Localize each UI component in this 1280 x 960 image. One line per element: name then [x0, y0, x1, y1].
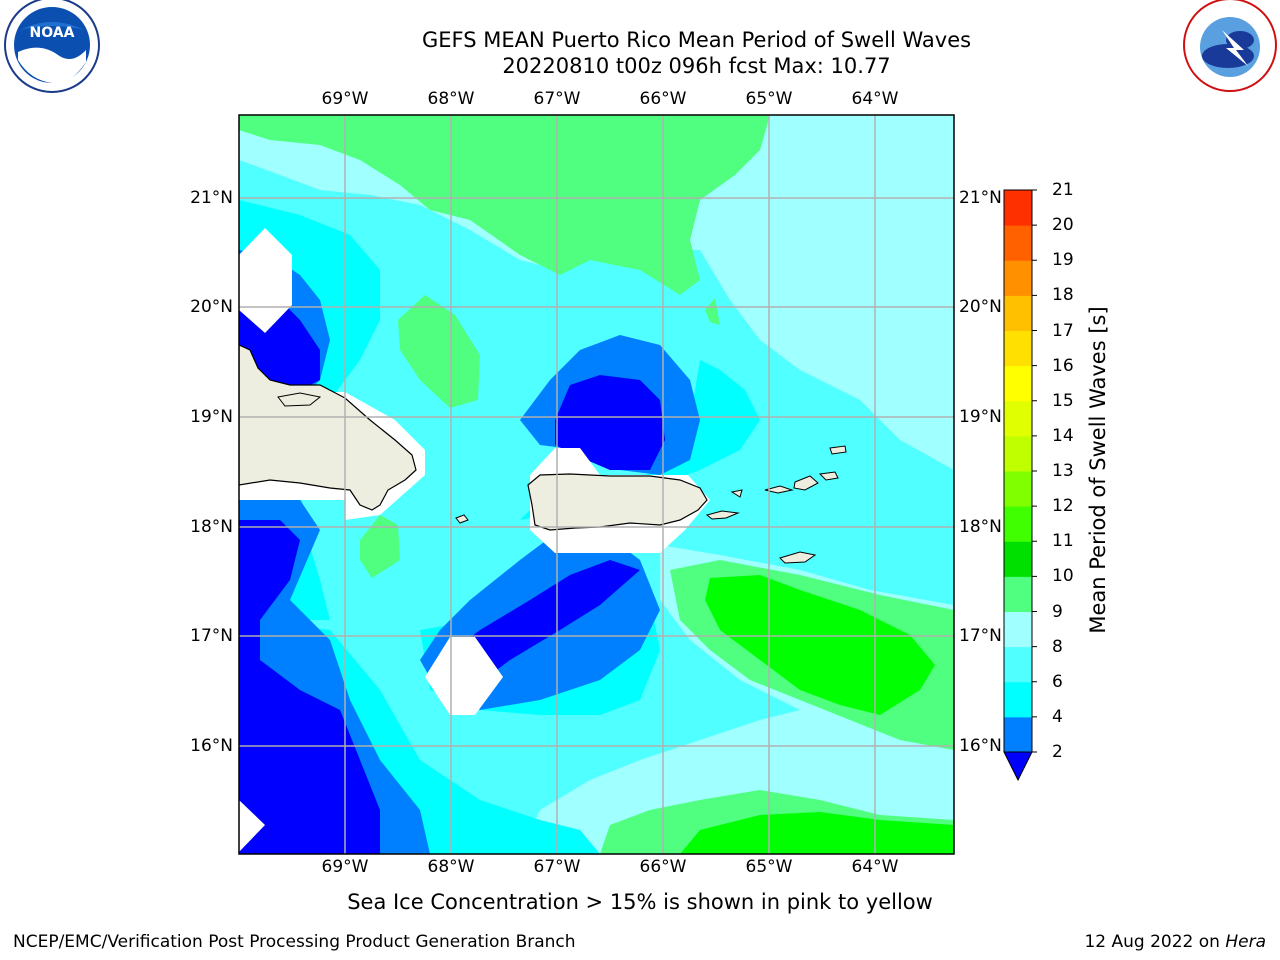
map-frame [238, 114, 955, 855]
colorbar-segment [1004, 541, 1032, 577]
colorbar-tick-label: 11 [1052, 531, 1074, 552]
colorbar-tick-label: 6 [1052, 671, 1063, 692]
lon-label-bottom-68w: 68°W [427, 857, 475, 877]
lat-label-left-19n: 19°N [190, 407, 233, 427]
colorbar-segment [1004, 295, 1032, 331]
colorbar-segment [1004, 225, 1032, 261]
colorbar-tick-label: 19 [1052, 250, 1074, 271]
lat-label-right-19n: 19°N [959, 407, 1002, 427]
lon-label-top-68w: 68°W [427, 89, 475, 109]
colorbar-segment [1004, 576, 1032, 612]
colorbar-tick-label: 17 [1052, 320, 1074, 341]
contour-6-8-east [700, 480, 954, 590]
lat-label-left-18n: 18°N [190, 517, 233, 537]
lat-label-right-21n: 21°N [959, 188, 1002, 208]
colorbar-segment [1004, 190, 1032, 226]
land-hispaniola [239, 344, 417, 511]
land-hispaniola-island [277, 392, 322, 407]
lon-label-top-64w: 64°W [851, 89, 899, 109]
colorbar-tick-label: 2 [1052, 742, 1063, 762]
land-virgin-islands [730, 445, 847, 498]
lon-label-top-69w: 69°W [321, 89, 369, 109]
colorbar-tick-label: 13 [1052, 461, 1074, 481]
land-mona [455, 514, 469, 524]
contour-10-11-south [680, 812, 954, 854]
colorbar-segment [1004, 471, 1032, 507]
lat-label-right-18n: 18°N [959, 517, 1002, 537]
colorbar-segment [1004, 506, 1032, 542]
colorbar-segment [1004, 365, 1032, 402]
colorbar [1003, 189, 1037, 782]
colorbar-segment [1004, 611, 1032, 648]
lon-label-bottom-64w: 64°W [851, 857, 899, 877]
footer-date-text: 12 Aug 2022 on [1084, 932, 1226, 952]
footer-credit: NCEP/EMC/Verification Post Processing Pr… [13, 932, 576, 952]
colorbar-tick-label: 20 [1052, 215, 1074, 236]
land-vieques [705, 510, 740, 520]
colorbar-title: Mean Period of Swell Waves [s] [1086, 306, 1110, 634]
colorbar-tick-label: 14 [1052, 425, 1074, 446]
colorbar-segment [1004, 681, 1032, 718]
colorbar-tick-label: 16 [1052, 355, 1074, 376]
noaa-logo: NOAA [4, 0, 100, 93]
colorbar-under-arrow [1003, 751, 1033, 782]
gridlines [239, 115, 954, 854]
contour-4-6-central [520, 360, 760, 520]
lon-label-bottom-69w: 69°W [321, 857, 369, 877]
lat-label-left-21n: 21°N [190, 188, 233, 208]
lon-label-top-67w: 67°W [533, 89, 581, 109]
lon-label-bottom-66w: 66°W [639, 857, 687, 877]
colorbar-segment [1004, 330, 1032, 367]
masked-area-3 [425, 637, 503, 715]
colorbar-tick-label: 4 [1052, 706, 1063, 727]
lat-label-left-16n: 16°N [190, 736, 233, 756]
colorbar-tick-label: 9 [1052, 601, 1063, 622]
lon-label-bottom-67w: 67°W [533, 857, 581, 877]
contour-8-9-north [239, 115, 954, 470]
lon-label-top-66w: 66°W [639, 89, 687, 109]
contour-9-10-north [239, 115, 770, 295]
colorbar-tick-label: 18 [1052, 285, 1074, 306]
lon-label-top-65w: 65°W [745, 89, 793, 109]
colorbar-segment [1004, 646, 1032, 683]
land-st-croix [779, 551, 817, 564]
colorbar-segment [1004, 260, 1032, 296]
contour-9-10-blob-w [398, 295, 480, 408]
lat-label-left-20n: 20°N [190, 297, 233, 317]
noaa-logo-text: NOAA [30, 25, 75, 41]
lon-label-bottom-65w: 65°W [745, 857, 793, 877]
colorbar-tick-label: 8 [1052, 636, 1063, 657]
contour-9-10-blob-sw [360, 515, 400, 578]
lat-label-right-17n: 17°N [959, 626, 1002, 646]
map-panel [239, 115, 954, 854]
contour-10-11-east [705, 575, 935, 715]
sea-ice-note: Sea Ice Concentration > 15% is shown in … [347, 890, 933, 914]
colorbar-tick-label: 21 [1052, 180, 1074, 200]
colorbar-tick-label: 10 [1052, 566, 1074, 587]
colorbar-segment [1004, 435, 1032, 472]
footer-date: 12 Aug 2022 on Hera [1084, 932, 1266, 952]
colorbar-tick-label: 15 [1052, 390, 1074, 411]
chart-subtitle: 20220810 t00z 096h fcst Max: 10.77 [502, 54, 891, 78]
lat-label-right-20n: 20°N [959, 297, 1002, 317]
masked-area-5 [239, 800, 265, 852]
colorbar-segment [1004, 716, 1032, 753]
nws-logo [1183, 0, 1277, 92]
footer-host: Hera [1225, 932, 1266, 952]
colorbar-segment [1004, 400, 1032, 437]
contour-lt2-north-center [555, 375, 665, 470]
lat-label-left-17n: 17°N [190, 626, 233, 646]
chart-title: GEFS MEAN Puerto Rico Mean Period of Swe… [421, 28, 972, 52]
lat-label-right-16n: 16°N [959, 736, 1002, 756]
contour-9-10-blob-n [705, 298, 720, 325]
colorbar-tick-label: 12 [1052, 496, 1074, 517]
